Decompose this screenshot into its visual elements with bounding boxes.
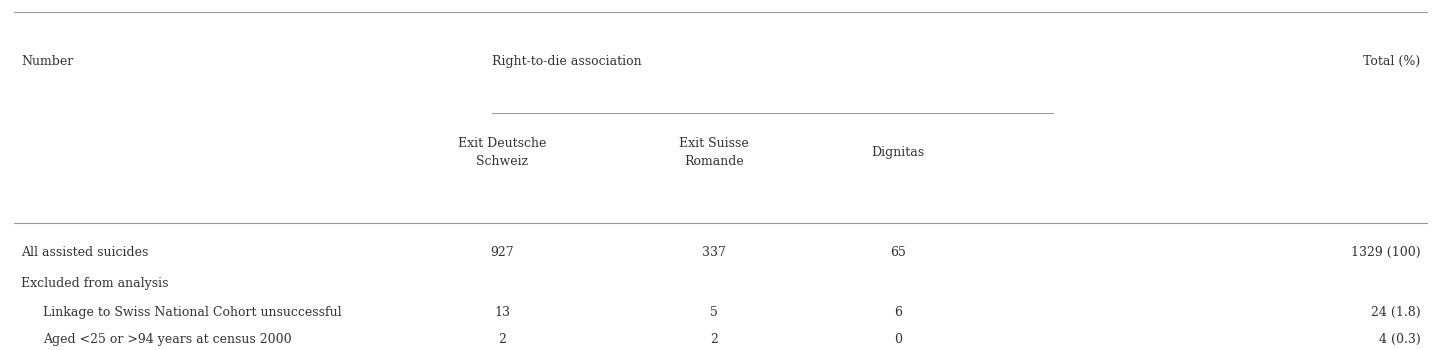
Text: 4 (0.3): 4 (0.3) <box>1379 333 1420 346</box>
Text: Exit Suisse
Romande: Exit Suisse Romande <box>679 137 748 168</box>
Text: 927: 927 <box>490 246 513 259</box>
Text: 5: 5 <box>709 306 718 319</box>
Text: 6: 6 <box>894 306 901 319</box>
Text: Right-to-die association: Right-to-die association <box>492 55 642 68</box>
Text: 0: 0 <box>894 333 901 346</box>
Text: Dignitas: Dignitas <box>871 146 924 159</box>
Text: 1329 (100): 1329 (100) <box>1351 246 1420 259</box>
Text: 13: 13 <box>495 306 510 319</box>
Text: 65: 65 <box>890 246 906 259</box>
Text: Number: Number <box>22 55 74 68</box>
Text: Excluded from analysis: Excluded from analysis <box>22 276 169 289</box>
Text: Linkage to Swiss National Cohort unsuccessful: Linkage to Swiss National Cohort unsucce… <box>43 306 342 319</box>
Text: 2: 2 <box>709 333 718 346</box>
Text: Exit Deutsche
Schweiz: Exit Deutsche Schweiz <box>457 137 547 168</box>
Text: 2: 2 <box>497 333 506 346</box>
Text: 24 (1.8): 24 (1.8) <box>1371 306 1420 319</box>
Text: 337: 337 <box>702 246 725 259</box>
Text: Total (%): Total (%) <box>1363 55 1420 68</box>
Text: All assisted suicides: All assisted suicides <box>22 246 149 259</box>
Text: Aged <25 or >94 years at census 2000: Aged <25 or >94 years at census 2000 <box>43 333 291 346</box>
